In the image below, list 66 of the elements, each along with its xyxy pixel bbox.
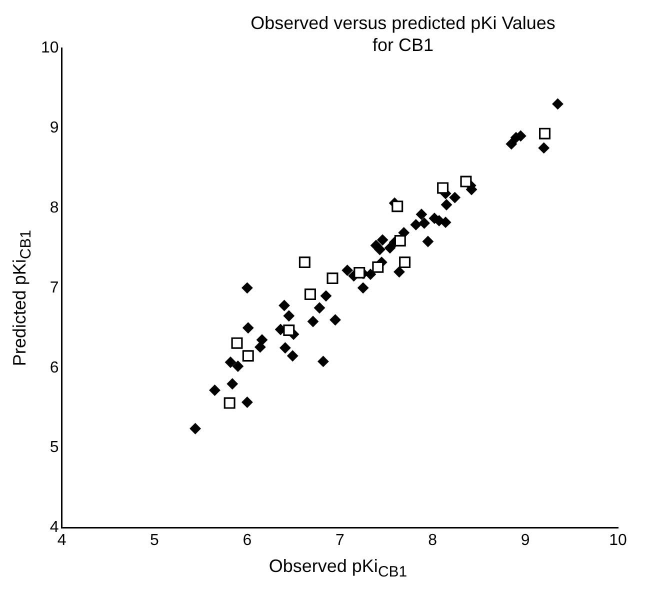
y-tick-label: 9 bbox=[50, 119, 59, 136]
point bbox=[418, 218, 430, 229]
x-tick-label: 7 bbox=[335, 532, 344, 549]
point bbox=[384, 242, 396, 254]
point bbox=[254, 342, 266, 353]
point bbox=[232, 360, 244, 372]
point bbox=[364, 268, 376, 280]
point bbox=[304, 288, 316, 300]
x-tick-label: 5 bbox=[150, 532, 160, 549]
point bbox=[224, 397, 236, 409]
point bbox=[242, 350, 254, 362]
point bbox=[552, 98, 564, 110]
point bbox=[410, 219, 422, 230]
point bbox=[394, 234, 406, 246]
point bbox=[231, 337, 243, 349]
point bbox=[372, 261, 384, 273]
y-tick-label: 6 bbox=[50, 359, 59, 376]
point bbox=[226, 378, 238, 390]
point bbox=[242, 396, 253, 408]
y-tick-label: 4 bbox=[50, 519, 59, 536]
point bbox=[449, 192, 460, 204]
point bbox=[326, 272, 338, 284]
point bbox=[298, 256, 310, 268]
point bbox=[377, 234, 388, 246]
point bbox=[278, 300, 290, 311]
point bbox=[354, 266, 366, 278]
point bbox=[422, 236, 434, 248]
point bbox=[190, 423, 201, 434]
point bbox=[225, 356, 236, 368]
point bbox=[283, 310, 294, 322]
point bbox=[358, 282, 369, 294]
point bbox=[283, 324, 295, 336]
point bbox=[242, 282, 253, 294]
point bbox=[539, 128, 551, 140]
x-tick-label: 9 bbox=[520, 532, 530, 549]
point bbox=[308, 316, 319, 327]
x-tick-label: 10 bbox=[609, 532, 627, 549]
point bbox=[374, 244, 386, 256]
point bbox=[394, 266, 405, 278]
y-tick-label: 5 bbox=[50, 439, 59, 456]
point bbox=[506, 138, 517, 150]
x-axis-title: Observed pKi$_{CB1}$ bbox=[268, 556, 408, 581]
point bbox=[399, 256, 411, 268]
point bbox=[441, 199, 452, 210]
point bbox=[392, 200, 404, 212]
y-tick-label: 7 bbox=[50, 279, 59, 296]
point bbox=[460, 176, 472, 188]
point bbox=[538, 142, 550, 154]
point bbox=[330, 314, 341, 326]
point bbox=[256, 334, 268, 346]
point bbox=[242, 322, 254, 334]
point bbox=[440, 216, 452, 228]
x-tick-label: 8 bbox=[428, 532, 438, 549]
x-tick-label: 6 bbox=[242, 532, 252, 549]
chart-title: Observed versus predicted pKi Values for CB1 bbox=[250, 12, 556, 56]
point bbox=[320, 290, 332, 302]
point bbox=[437, 182, 449, 194]
y-tick-label: 8 bbox=[50, 199, 59, 216]
point bbox=[287, 350, 298, 362]
point bbox=[209, 384, 220, 396]
point bbox=[280, 342, 291, 354]
point bbox=[342, 264, 353, 276]
point bbox=[416, 208, 427, 220]
y-tick-label: 10 bbox=[41, 39, 59, 56]
point bbox=[314, 302, 326, 314]
point bbox=[318, 356, 329, 367]
